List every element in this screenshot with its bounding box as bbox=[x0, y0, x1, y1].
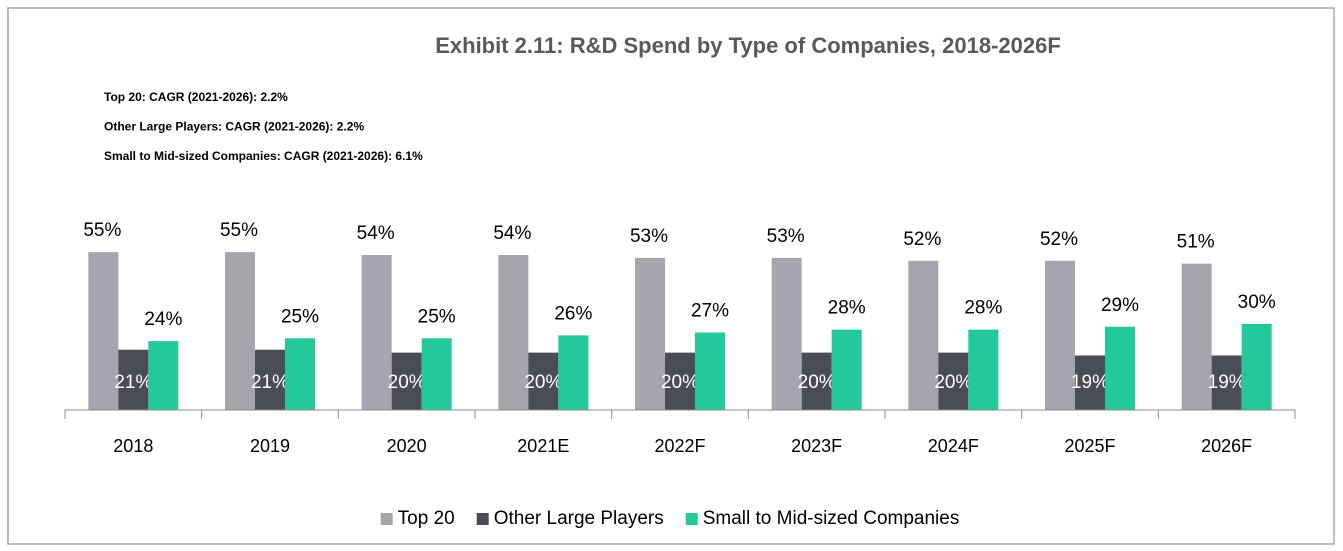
data-label: 52% bbox=[903, 229, 941, 250]
bar bbox=[1241, 323, 1272, 410]
data-label: 53% bbox=[767, 226, 805, 247]
bar bbox=[225, 252, 255, 410]
legend-label: Small to Mid-sized Companies bbox=[703, 508, 960, 529]
bar bbox=[831, 329, 862, 410]
legend-label: Top 20 bbox=[398, 508, 455, 529]
data-label: 53% bbox=[630, 226, 668, 247]
x-tick-label: 2023F bbox=[791, 436, 842, 456]
bar bbox=[938, 352, 969, 410]
data-label: 55% bbox=[220, 220, 258, 241]
data-label: 27% bbox=[691, 301, 729, 322]
data-label: 20% bbox=[524, 372, 562, 393]
x-tick-label: 2021E bbox=[517, 436, 569, 456]
frame bbox=[7, 7, 1335, 545]
data-label: 20% bbox=[798, 372, 836, 393]
legend-swatch bbox=[380, 513, 393, 525]
bar bbox=[498, 255, 529, 410]
bar bbox=[1045, 260, 1075, 410]
bar bbox=[118, 349, 149, 410]
data-label: 54% bbox=[493, 223, 531, 244]
data-label: 52% bbox=[1040, 229, 1078, 250]
data-label: 20% bbox=[661, 372, 699, 393]
bar bbox=[361, 255, 392, 410]
bar bbox=[695, 332, 725, 410]
bar bbox=[421, 338, 452, 410]
bar bbox=[1181, 263, 1212, 410]
data-label: 19% bbox=[1071, 372, 1109, 393]
x-tick-label: 2025F bbox=[1064, 436, 1115, 456]
legend-swatch bbox=[685, 513, 698, 525]
data-label: 29% bbox=[1101, 295, 1139, 316]
bar bbox=[1075, 355, 1105, 410]
bar bbox=[285, 338, 315, 410]
bar bbox=[1105, 326, 1135, 410]
x-tick-label: 2019 bbox=[250, 436, 290, 456]
annotation: Top 20: CAGR (2021-2026): 2.2% bbox=[104, 90, 288, 104]
x-tick-label: 2020 bbox=[387, 436, 427, 456]
bar bbox=[908, 260, 939, 410]
bar bbox=[968, 329, 999, 410]
bar bbox=[635, 257, 665, 410]
data-label: 30% bbox=[1238, 292, 1276, 313]
bar bbox=[665, 352, 695, 410]
data-label: 26% bbox=[554, 303, 592, 324]
data-label: 21% bbox=[251, 372, 289, 393]
annotation: Other Large Players: CAGR (2021-2026): 2… bbox=[104, 120, 364, 134]
bar bbox=[528, 352, 559, 410]
bar bbox=[88, 252, 119, 410]
x-tick-label: 2022F bbox=[654, 436, 705, 456]
data-label: 21% bbox=[114, 372, 152, 393]
x-tick-label: 2024F bbox=[928, 436, 979, 456]
data-label: 54% bbox=[357, 223, 395, 244]
bar bbox=[558, 335, 589, 410]
bar bbox=[771, 257, 802, 410]
x-tick-label: 2026F bbox=[1201, 436, 1252, 456]
data-label: 20% bbox=[388, 372, 426, 393]
x-tick-label: 2018 bbox=[113, 436, 153, 456]
legend-swatch bbox=[476, 513, 489, 525]
bar bbox=[148, 341, 179, 410]
chart-title: Exhibit 2.11: R&D Spend by Type of Compa… bbox=[435, 33, 1061, 58]
data-label: 25% bbox=[281, 306, 319, 327]
data-label: 28% bbox=[964, 298, 1002, 319]
data-label: 55% bbox=[83, 220, 121, 241]
legend-label: Other Large Players bbox=[494, 508, 664, 529]
data-label: 19% bbox=[1208, 372, 1246, 393]
data-label: 51% bbox=[1177, 232, 1215, 253]
data-label: 24% bbox=[144, 309, 182, 330]
data-label: 20% bbox=[934, 372, 972, 393]
data-label: 25% bbox=[418, 306, 456, 327]
data-label: 28% bbox=[828, 298, 866, 319]
bar bbox=[1211, 355, 1242, 410]
bar bbox=[255, 349, 285, 410]
annotation: Small to Mid-sized Companies: CAGR (2021… bbox=[104, 149, 423, 163]
bar bbox=[391, 352, 422, 410]
bar bbox=[801, 352, 832, 410]
